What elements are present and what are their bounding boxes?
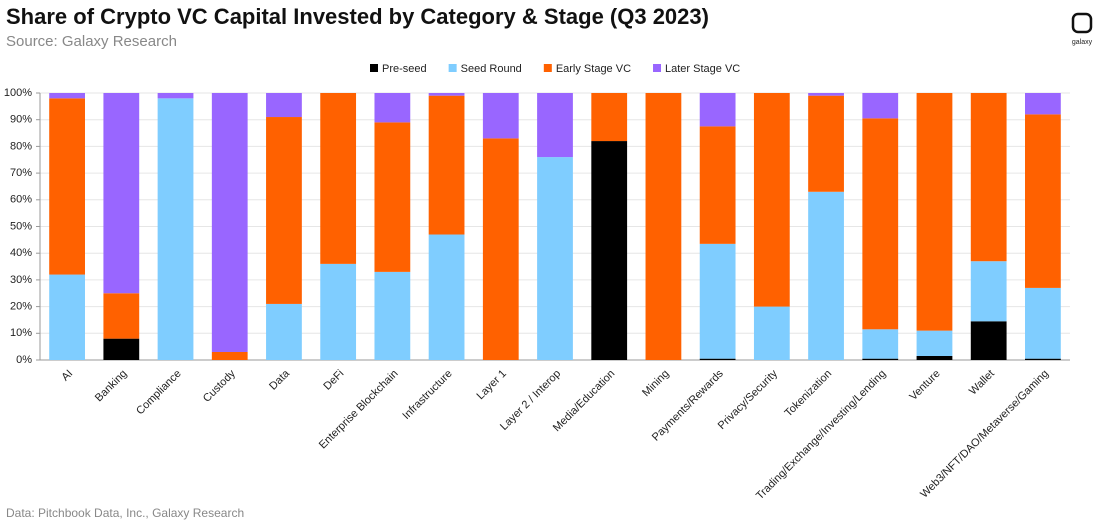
bar-segment: [591, 141, 628, 360]
x-tick-label: Wallet: [967, 368, 997, 398]
bar-segment: [374, 93, 411, 123]
legend-swatch: [543, 64, 552, 72]
y-tick-label: 100%: [4, 87, 32, 99]
bar-segment: [916, 330, 953, 356]
bar-segment: [374, 271, 411, 360]
bar-segment: [645, 93, 682, 360]
legend-swatch: [370, 64, 378, 72]
x-tick-label: Layer 1: [475, 368, 509, 402]
bar-segment: [103, 338, 140, 360]
bar-segment: [862, 358, 899, 360]
bar-segment: [157, 93, 194, 99]
bar-segment: [320, 93, 357, 264]
legend-label: Pre-seed: [382, 63, 427, 75]
bar-segment: [591, 93, 628, 142]
x-tick-label: Data: [267, 367, 293, 393]
x-tick-label: Tokenization: [782, 368, 834, 420]
bar-segment: [482, 93, 519, 139]
bar-segment: [862, 329, 899, 359]
bar-segment: [1025, 93, 1061, 115]
legend-swatch: [448, 64, 457, 72]
bar-segment: [916, 93, 953, 331]
bar-segment: [482, 138, 519, 360]
legend-swatch: [653, 64, 662, 72]
bar-segment: [266, 117, 302, 304]
logo-icon: [1071, 12, 1093, 34]
bar-segment: [211, 93, 248, 352]
bar-segment: [699, 126, 736, 244]
bar-segment: [808, 93, 844, 96]
bar-segment: [808, 95, 844, 192]
y-tick-label: 90%: [10, 114, 32, 126]
chart-title: Share of Crypto VC Capital Invested by C…: [6, 4, 709, 29]
bar-segment: [49, 93, 85, 99]
legend-label: Seed Round: [461, 63, 522, 75]
y-tick-label: 80%: [10, 140, 32, 152]
bar-segment: [374, 122, 411, 272]
legend-label: Early Stage VC: [556, 63, 631, 75]
y-tick-label: 0%: [16, 354, 32, 366]
bar-segment: [428, 95, 465, 235]
bar-segment: [970, 321, 1007, 360]
footnote: Data: Pitchbook Data, Inc., Galaxy Resea…: [6, 506, 244, 520]
bar-segment: [157, 98, 194, 360]
y-tick-label: 10%: [10, 327, 32, 339]
bar-segment: [699, 243, 736, 359]
bar-segment: [1025, 114, 1061, 288]
chart-subtitle: Source: Galaxy Research: [6, 33, 177, 50]
bar-segment: [753, 93, 790, 307]
bar-segment: [49, 98, 85, 275]
bar-segment: [862, 93, 899, 119]
legend-label: Later Stage VC: [665, 63, 740, 75]
y-tick-label: 30%: [10, 274, 32, 286]
x-tick-label: Privacy/Security: [716, 367, 781, 432]
x-tick-label: DeFi: [321, 368, 346, 393]
x-tick-label: Venture: [907, 368, 942, 403]
bar-segment: [1025, 287, 1061, 359]
bar-segment: [211, 351, 248, 360]
bar-segment: [537, 93, 573, 158]
x-tick-label: Custody: [201, 367, 238, 404]
y-tick-label: 40%: [10, 247, 32, 259]
bar-segment: [428, 234, 465, 360]
y-tick-label: 60%: [10, 194, 32, 206]
bar-segment: [103, 93, 140, 294]
bar-segment: [808, 191, 844, 360]
bar-segment: [862, 118, 899, 330]
bar-segment: [266, 93, 302, 118]
bar-segment: [753, 306, 790, 360]
y-tick-label: 50%: [10, 220, 32, 232]
bar-segment: [1025, 358, 1061, 360]
bar-segment: [970, 93, 1007, 262]
bar-segment: [428, 93, 465, 96]
bar-segment: [103, 293, 140, 339]
bar-segment: [916, 355, 953, 360]
bar-segment: [49, 274, 85, 360]
bar-segment: [266, 303, 302, 360]
y-tick-label: 20%: [10, 301, 32, 313]
bar-segment: [320, 263, 357, 360]
x-tick-label: Compliance: [134, 368, 184, 418]
bar-segment: [699, 358, 736, 360]
logo-text: galaxy: [1072, 39, 1093, 46]
x-tick-label: Banking: [93, 368, 130, 405]
bar-segment: [699, 93, 736, 127]
x-tick-label: AI: [59, 368, 75, 384]
x-tick-label: Infrastructure: [400, 368, 454, 422]
y-tick-label: 70%: [10, 167, 32, 179]
bar-segment: [537, 157, 573, 360]
bar-segment: [970, 261, 1007, 322]
x-tick-label: Mining: [640, 368, 671, 399]
